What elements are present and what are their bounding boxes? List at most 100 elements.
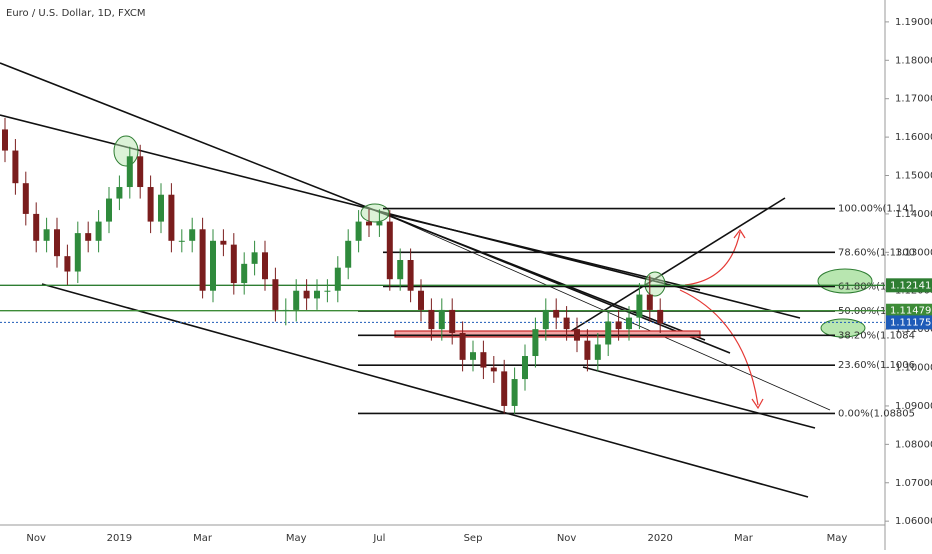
y-tick-label: 1.16000 [895,132,932,143]
x-tick-label: May [286,533,307,544]
candle-body [376,221,383,226]
candle-body [262,252,268,280]
candle-body [22,183,29,214]
candle-body [594,344,601,360]
candle-body [407,260,414,291]
candle-body [116,187,123,199]
fib-label: 50.00%(1.1147 [838,306,915,317]
candle-body [220,240,227,245]
price-tag [886,315,932,330]
candle-body [230,244,237,284]
x-tick-label: Sep [464,533,483,544]
candle-body [168,194,175,241]
y-tick-label: 1.13000 [895,247,932,258]
y-tick-label: 1.06000 [895,516,932,527]
candle-body [501,371,508,406]
fib-label: 78.60%(1.1300 [838,247,915,258]
candle-body [272,279,279,310]
candle-body [106,198,112,222]
candle-body [449,309,456,333]
arrow-head [751,398,764,410]
x-tick-label: 2019 [107,533,132,544]
candle-body [563,317,570,330]
candle-body [95,221,102,241]
fib-label: 38.20%(1.1084 [838,330,915,341]
price-tag [886,303,932,318]
y-tick-label: 1.17000 [895,94,932,105]
support-zone [394,330,701,338]
candle-body [657,309,664,324]
candle-body [542,309,549,330]
candle-body [366,221,372,226]
trend-line [41,283,809,498]
candle-body [147,187,154,222]
y-tick-label: 1.08000 [895,439,932,450]
y-tick-label: 1.14000 [895,209,932,220]
candle-body [397,260,404,280]
candle-body [241,263,248,284]
x-tick-label: Mar [734,533,754,544]
candle-body [553,309,560,318]
candle-body [459,332,466,360]
x-tick-label: May [827,533,848,544]
candle-body [126,156,133,188]
candle-body [470,352,476,360]
y-tick-label: 1.18000 [895,55,932,66]
candle-body [64,256,71,272]
candle-body [2,129,8,151]
candle-body [12,150,19,184]
candle-body [532,329,539,357]
y-tick-label: 1.10000 [895,363,932,374]
highlight [360,203,390,223]
y-tick-label: 1.07000 [895,478,932,489]
candle-body [74,233,81,272]
trend-line [0,62,706,341]
candle-body [626,317,632,330]
candle-body [584,340,591,360]
candle-body [345,240,352,268]
candle-body [54,229,60,257]
chart-title: Euro / U.S. Dollar, 1D, FXCM [6,8,145,19]
candle-body [210,240,216,291]
price-tag-label: 1.11175 [890,317,931,328]
candle-body [314,290,320,299]
candle-body [33,213,40,241]
candle-body [178,240,185,242]
candle-body [605,321,612,345]
y-tick-label: 1.09000 [895,401,932,412]
arrow [684,231,741,286]
price-tag-label: 1.11479 [890,306,931,317]
trend-line [382,212,731,354]
candle-body [43,229,50,241]
fib-label: 61.80%(1.1211 [838,282,915,293]
candle-body [199,229,206,291]
trend-line [582,366,816,429]
price-tag-label: 1.12141 [890,280,931,291]
x-tick-label: Nov [557,533,577,544]
x-tick-label: 2020 [647,533,672,544]
price-tag [886,278,932,293]
candle-body [490,367,497,372]
candle-body [615,321,622,330]
fib-label: 23.60%(1.1006 [838,360,915,371]
candle-body [438,309,445,330]
candle-body [334,267,341,291]
y-tick-label: 1.19000 [895,17,932,28]
candle-body [251,252,258,264]
x-tick-label: Jul [372,533,385,544]
arrow-head [733,228,746,239]
arrow [679,289,759,406]
x-tick-label: Mar [193,533,213,544]
highlight [644,271,666,297]
candle-body [646,294,653,310]
x-tick-label: Nov [26,533,46,544]
candle-body [293,290,300,310]
candle-body [189,229,196,241]
candle-body [158,194,164,222]
candle-body [522,356,528,380]
candle-body [418,290,424,310]
candle-body [303,290,310,299]
candle-body [480,352,487,368]
candle-body [511,379,518,406]
